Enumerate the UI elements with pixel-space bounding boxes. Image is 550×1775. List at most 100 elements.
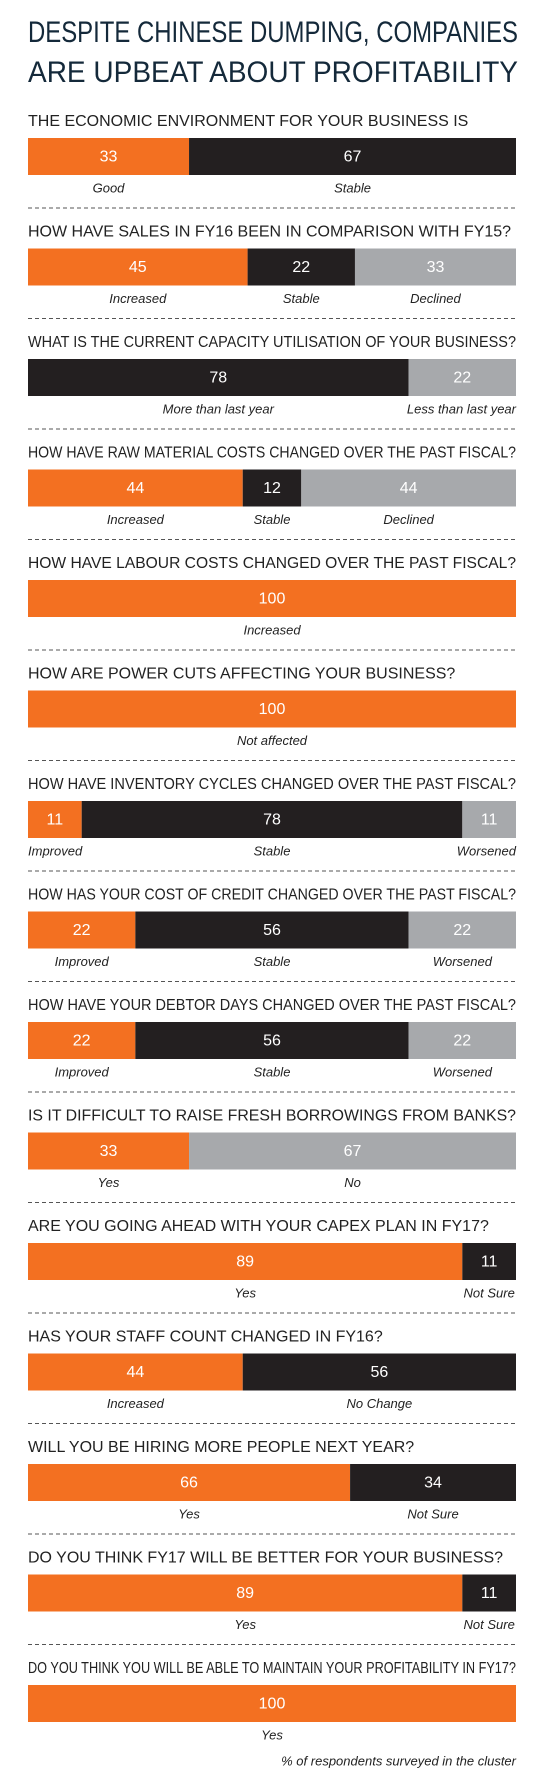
question: HOW HAVE SALES IN FY16 BEEN IN COMPARISO…	[28, 224, 511, 241]
segment-label: Stable	[254, 512, 291, 527]
question: THE ECONOMIC ENVIRONMENT FOR YOUR BUSINE…	[28, 113, 468, 130]
bar-segment	[408, 359, 516, 396]
bar-segment	[242, 469, 302, 507]
bar-segment	[28, 1574, 463, 1612]
question: HAS YOUR STAFF COUNT CHANGED IN FY16?	[28, 1329, 383, 1346]
value-label: 67	[344, 1143, 362, 1160]
bar-segment	[28, 690, 516, 728]
segment-label: Worsened	[433, 954, 493, 969]
segment-label: Stable	[283, 291, 320, 306]
value-label: 44	[126, 480, 144, 497]
bar-segment	[28, 138, 190, 175]
value-label: 22	[453, 922, 471, 939]
bar-segment	[28, 1243, 463, 1280]
question: HOW HAS YOUR COST OF CREDIT CHANGED OVER…	[28, 887, 516, 904]
segment-label: Yes	[234, 1617, 256, 1632]
bar-segment	[189, 138, 517, 175]
question: HOW ARE POWER CUTS AFFECTING YOUR BUSINE…	[28, 666, 455, 683]
bar-segment	[28, 1685, 516, 1722]
value-label: 11	[481, 1254, 498, 1271]
value-label: 78	[209, 370, 227, 387]
value-label: 67	[344, 149, 362, 166]
bar-segment	[462, 1574, 516, 1612]
segment-label: Stable	[254, 843, 291, 858]
segment-label: Declined	[383, 512, 434, 527]
question: DO YOU THINK YOU WILL BE ABLE TO MAINTAI…	[28, 1660, 516, 1677]
question: ARE YOU GOING AHEAD WITH YOUR CAPEX PLAN…	[28, 1218, 489, 1235]
value-label: 22	[292, 259, 310, 276]
title-line: ARE UPBEAT ABOUT PROFITABILITY	[28, 56, 518, 89]
bar-segment	[350, 1464, 516, 1501]
segment-label: Stable	[254, 954, 291, 969]
value-label: 100	[259, 701, 286, 718]
segment-label: Increased	[243, 622, 301, 637]
bar-segment	[28, 1353, 243, 1391]
segment-label: Yes	[234, 1285, 256, 1300]
value-label: 66	[180, 1475, 198, 1492]
value-label: 33	[100, 1143, 118, 1160]
question: HOW HAVE RAW MATERIAL COSTS CHANGED OVER…	[28, 445, 516, 462]
segment-label: Increased	[107, 512, 165, 527]
segment-label: Increased	[107, 1396, 165, 1411]
bar-segment	[189, 1132, 517, 1170]
segment-label: More than last year	[163, 401, 275, 416]
value-label: 22	[73, 922, 91, 939]
question: HOW HAVE YOUR DEBTOR DAYS CHANGED OVER T…	[28, 997, 516, 1014]
segment-label: Yes	[98, 1175, 120, 1190]
bar-segment	[242, 1353, 516, 1391]
segment-label: Less than last year	[407, 401, 517, 416]
question: IS IT DIFFICULT TO RAISE FRESH BORROWING…	[28, 1108, 516, 1125]
title-line: DESPITE CHINESE DUMPING, COMPANIES	[28, 16, 518, 49]
bar-segment	[28, 248, 248, 286]
value-label: 12	[263, 480, 281, 497]
bar-segment	[247, 248, 355, 286]
bar-segment	[408, 911, 516, 949]
bar-segment	[28, 911, 136, 949]
value-label: 45	[129, 259, 147, 276]
value-label: 11	[47, 812, 64, 829]
bar-segment	[408, 1022, 516, 1059]
segment-label: Stable	[254, 1064, 291, 1079]
question: HOW HAVE LABOUR COSTS CHANGED OVER THE P…	[28, 555, 516, 572]
bar-segment	[301, 469, 516, 507]
value-label: 33	[427, 259, 445, 276]
segment-label: Yes	[261, 1727, 283, 1742]
question: DO YOU THINK FY17 WILL BE BETTER FOR YOU…	[28, 1550, 503, 1567]
value-label: 22	[453, 1033, 471, 1050]
value-label: 22	[73, 1033, 91, 1050]
value-label: 11	[481, 1585, 498, 1602]
segment-label: Declined	[410, 291, 461, 306]
bar-segment	[28, 1132, 190, 1170]
segment-label: Not Sure	[464, 1285, 515, 1300]
question: WHAT IS THE CURRENT CAPACITY UTILISATION…	[28, 334, 516, 351]
bar-segment	[28, 359, 409, 396]
segment-label: Good	[93, 180, 126, 195]
value-label: 78	[263, 812, 281, 829]
segment-label: Not affected	[237, 733, 308, 748]
bar-segment	[81, 801, 463, 838]
segment-label: Increased	[109, 291, 167, 306]
value-label: 56	[370, 1364, 388, 1381]
footnote: % of respondents surveyed in the cluster	[281, 1753, 517, 1768]
segment-label: Improved	[28, 843, 83, 858]
value-label: 56	[263, 922, 281, 939]
value-label: 11	[481, 812, 498, 829]
bar-segment	[28, 469, 243, 507]
bar-segment	[28, 801, 82, 838]
bar-segment	[462, 1243, 516, 1280]
segment-label: Worsened	[433, 1064, 493, 1079]
segment-label: Worsened	[457, 843, 517, 858]
value-label: 44	[400, 480, 418, 497]
value-label: 34	[424, 1475, 442, 1492]
segment-label: Yes	[178, 1506, 200, 1521]
segment-label: Improved	[55, 1064, 110, 1079]
value-label: 100	[259, 591, 286, 608]
value-label: 100	[259, 1696, 286, 1713]
value-label: 89	[236, 1254, 254, 1271]
bar-segment	[462, 801, 516, 838]
segment-label: No	[344, 1175, 361, 1190]
bar-segment	[354, 248, 516, 286]
bar-segment	[135, 911, 409, 949]
value-label: 33	[100, 149, 118, 166]
